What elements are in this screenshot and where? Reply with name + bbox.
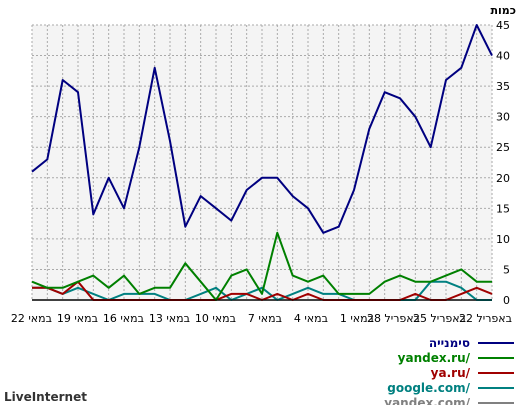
x-tick-label: 22 באפריל xyxy=(459,312,512,325)
liveinternet-branding: LiveInternet xyxy=(4,390,87,404)
y-tick-label: 15 xyxy=(496,202,510,215)
y-tick-label: 30 xyxy=(496,111,510,124)
legend-label: סימנייה xyxy=(429,336,470,350)
y-tick-label: 0 xyxy=(503,294,510,307)
y-tick-label: 40 xyxy=(496,50,510,63)
y-tick-label: 35 xyxy=(496,80,510,93)
y-axis-label: כמות xyxy=(491,4,516,17)
legend: סימנייהyandex.ru/ya.ru/google.com/yandex… xyxy=(384,336,514,405)
legend-label: yandex.ru/ xyxy=(398,351,471,365)
y-tick-label: 10 xyxy=(496,233,510,246)
series-line-1 xyxy=(31,231,492,301)
series-line-0 xyxy=(31,24,493,234)
y-tick-label: 45 xyxy=(496,19,510,32)
x-tick-label: 16 במאי xyxy=(103,312,144,325)
x-tick-label: 13 במאי xyxy=(149,312,190,325)
legend-label: ya.ru/ xyxy=(431,366,471,380)
x-tick-label: 28 באפריל xyxy=(367,312,420,325)
x-tick-label: 4 במאי xyxy=(294,312,328,325)
x-tick-label: 22 במאי xyxy=(11,312,52,325)
x-tick-label: 7 במאי xyxy=(248,312,282,325)
legend-label: yandex.com/ xyxy=(384,396,470,405)
vertical-gridlines xyxy=(31,25,493,300)
x-tick-label: 1 במאי xyxy=(340,312,374,325)
x-tick-label: 19 במאי xyxy=(57,312,98,325)
y-tick-label: 25 xyxy=(496,141,510,154)
y-tick-label: 5 xyxy=(503,263,510,276)
y-tick-label: 20 xyxy=(496,172,510,185)
y-tick-labels: 0 5 10 15 20 25 30 35 40 45 xyxy=(496,19,510,307)
x-tick-label: 25 באפריל xyxy=(413,312,466,325)
legend-label: google.com/ xyxy=(387,381,470,395)
x-tick-label: 10 במאי xyxy=(195,312,236,325)
